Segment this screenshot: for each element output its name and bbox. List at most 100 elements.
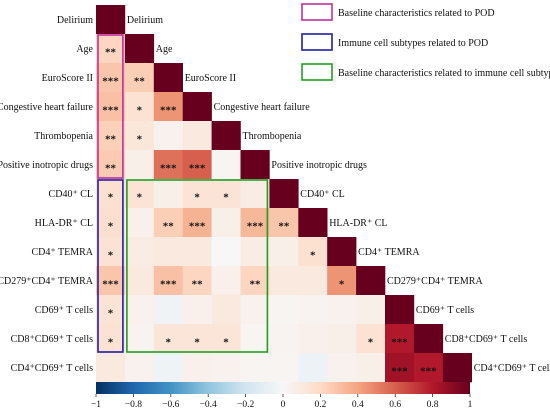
significance-mark: ** bbox=[249, 279, 261, 291]
significance-mark: * bbox=[108, 337, 114, 349]
heatmap-cell bbox=[96, 237, 126, 267]
heatmap-cell bbox=[269, 266, 299, 296]
significance-mark: * bbox=[137, 105, 143, 117]
row-label: CD4⁺ TEMRA bbox=[32, 247, 94, 258]
significance-mark: * bbox=[339, 279, 345, 291]
heatmap-cell bbox=[96, 179, 126, 209]
colorbar-tick-label: 0.8 bbox=[427, 400, 439, 410]
heatmap-cell bbox=[96, 324, 126, 354]
diagonal-label: Congestive heart failure bbox=[214, 102, 311, 113]
significance-mark: * bbox=[368, 337, 374, 349]
significance-mark: * bbox=[310, 250, 316, 262]
significance-mark: *** bbox=[102, 279, 119, 291]
heatmap-cell bbox=[153, 353, 183, 383]
highlight-box bbox=[126, 179, 269, 353]
heatmap-cell bbox=[182, 92, 212, 122]
heatmap-cell bbox=[240, 324, 270, 354]
legend-label: Baseline characteristics related to POD bbox=[338, 8, 495, 19]
diagonal-labels: Delirium Age EuroScore II Congestive heart … bbox=[127, 15, 550, 374]
heatmap-cell bbox=[182, 295, 212, 325]
heatmap-cell bbox=[269, 237, 299, 267]
significance-mark: *** bbox=[160, 279, 177, 291]
significance-mark: *** bbox=[102, 76, 119, 88]
heatmap-cell bbox=[96, 92, 126, 122]
significance-mark: ** bbox=[192, 279, 204, 291]
heatmap-cell bbox=[153, 92, 183, 122]
heatmap-cell bbox=[211, 237, 241, 267]
heatmap-cell bbox=[182, 179, 212, 209]
colorbar-tick-label: −0.2 bbox=[237, 400, 254, 410]
diagonal-label: Age bbox=[156, 44, 173, 55]
diagonal-label: Delirium bbox=[127, 15, 163, 26]
heatmap-cell bbox=[96, 150, 126, 180]
row-label: Age bbox=[76, 44, 93, 55]
heatmap-cell bbox=[269, 353, 299, 383]
heatmap-cell bbox=[96, 5, 126, 35]
heatmap-cell bbox=[442, 353, 472, 383]
diagonal-label: Thrombopenia bbox=[243, 131, 302, 142]
heatmap-cell bbox=[240, 266, 270, 296]
significance-mark: ** bbox=[105, 134, 117, 146]
row-label: Positive inotropic drugs bbox=[0, 160, 93, 171]
row-labels: Age EuroScore II Congestive heart failure T… bbox=[0, 15, 94, 374]
heatmap-cell bbox=[211, 295, 241, 325]
heatmap-cell bbox=[211, 266, 241, 296]
significance-mark: ** bbox=[134, 76, 146, 88]
heatmap-cell bbox=[153, 179, 183, 209]
heatmap-cell bbox=[182, 208, 212, 238]
heatmap-cell bbox=[211, 121, 241, 151]
heatmap-cell bbox=[327, 353, 357, 383]
heatmap-cell bbox=[356, 266, 386, 296]
heatmap-cell bbox=[298, 295, 328, 325]
diagonal-label: EuroScore II bbox=[185, 73, 236, 84]
row-label: Thrombopenia bbox=[34, 131, 93, 142]
significance-mark: *** bbox=[160, 105, 177, 117]
row-label: EuroScore II bbox=[42, 73, 93, 84]
heatmap-cell bbox=[124, 63, 155, 93]
significance-mark: * bbox=[194, 337, 200, 349]
significance-mark: *** bbox=[391, 366, 408, 378]
heatmap-cell bbox=[124, 353, 155, 383]
legend-label: Immune cell subtypes related to POD bbox=[338, 38, 488, 49]
legend-swatch bbox=[301, 63, 333, 81]
heatmap-cell bbox=[356, 295, 386, 325]
heatmap-cell bbox=[413, 353, 444, 383]
colorbar-tick-label: 0.6 bbox=[389, 400, 401, 410]
diagonal-label: Positive inotropic drugs bbox=[271, 160, 367, 171]
heatmap-cell bbox=[240, 353, 270, 383]
colorbar-tick-label: 0 bbox=[281, 400, 286, 410]
heatmap-cell bbox=[124, 295, 155, 325]
heatmap-cell bbox=[182, 353, 212, 383]
heatmap-cell bbox=[153, 237, 183, 267]
heatmap-cell bbox=[124, 179, 155, 209]
heatmap-cell bbox=[182, 237, 212, 267]
heatmap-cell bbox=[385, 353, 415, 383]
heatmap-cell bbox=[385, 324, 415, 354]
colorbar-tick-label: −0.6 bbox=[162, 400, 179, 410]
heatmap-cell bbox=[269, 324, 299, 354]
heatmap-cell bbox=[298, 266, 328, 296]
heatmap-cell bbox=[96, 295, 126, 325]
colorbar-tick-label: −0.8 bbox=[125, 400, 142, 410]
significance-mark: ** bbox=[105, 47, 117, 59]
heatmap-cell bbox=[182, 266, 212, 296]
row-label: CD69⁺ T cells bbox=[35, 305, 93, 316]
significance-mark: * bbox=[108, 250, 114, 262]
heatmap-cell bbox=[96, 121, 126, 151]
row-label: CD279⁺CD4⁺ TEMRA bbox=[0, 276, 94, 287]
row-label: Delirium bbox=[57, 15, 93, 26]
significance-marks: ***** ***** * ***** *** *** **** * * ** ** *** *** **… bbox=[102, 47, 437, 378]
diagonal-label: CD4⁺CD69⁺ T cells bbox=[474, 363, 550, 374]
heatmap-cell bbox=[96, 208, 126, 238]
row-label: CD8⁺CD69⁺ T cells bbox=[11, 334, 94, 345]
heatmap-cell bbox=[124, 237, 155, 267]
heatmap-cell bbox=[153, 324, 183, 354]
heatmap-cell bbox=[153, 63, 183, 93]
significance-mark: * bbox=[108, 221, 114, 233]
diagonal-label: CD40⁺ CL bbox=[300, 189, 344, 200]
heatmap-cell bbox=[240, 150, 270, 180]
heatmap-cell bbox=[240, 179, 270, 209]
colorbar-tick-label: −0.4 bbox=[200, 400, 217, 410]
diagonal-label: CD279⁺CD4⁺ TEMRA bbox=[387, 276, 483, 287]
significance-mark: * bbox=[108, 308, 114, 320]
